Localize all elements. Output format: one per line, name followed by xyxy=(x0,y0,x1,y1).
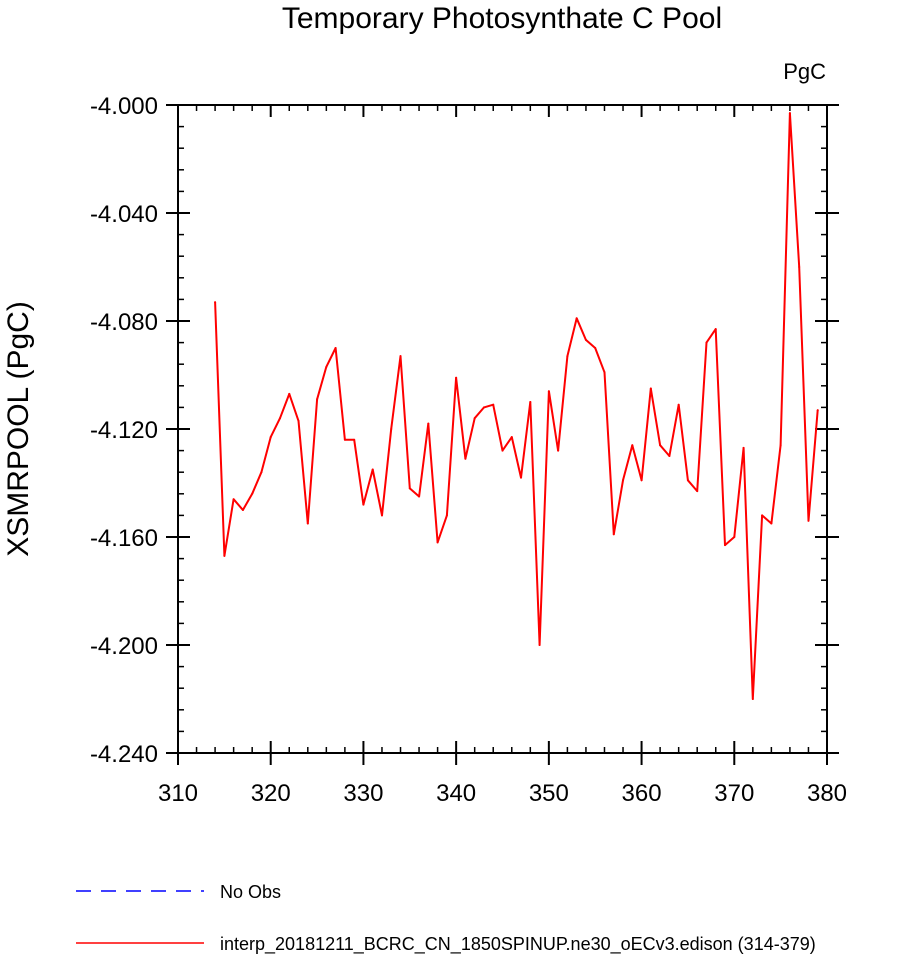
data-point xyxy=(686,479,689,482)
data-point xyxy=(260,471,263,474)
data-point xyxy=(232,498,235,501)
units-label: PgC xyxy=(783,59,826,84)
data-point xyxy=(445,514,448,517)
y-tick-label: -4.120 xyxy=(90,417,158,444)
data-point xyxy=(816,409,819,412)
chart-title: Temporary Photosynthate C Pool xyxy=(282,2,722,35)
data-point xyxy=(668,455,671,457)
data-point xyxy=(696,490,699,493)
legend: No Obs interp_20181211_BCRC_CN_1850SPINU… xyxy=(76,882,816,955)
series-layer xyxy=(214,112,819,700)
data-point xyxy=(464,457,467,460)
x-tick-label: 310 xyxy=(158,780,198,807)
data-point xyxy=(640,479,643,482)
data-point xyxy=(761,514,764,517)
y-tick-label: -4.080 xyxy=(90,309,158,336)
series-line-0 xyxy=(214,112,819,700)
data-point xyxy=(390,428,393,430)
data-point xyxy=(288,392,291,395)
data-point xyxy=(473,417,476,420)
data-point xyxy=(649,387,652,390)
data-point xyxy=(659,444,662,447)
data-point xyxy=(427,422,430,425)
data-point xyxy=(306,522,309,525)
data-point xyxy=(622,479,625,482)
data-point xyxy=(380,514,383,517)
x-tick-label: 370 xyxy=(714,780,754,807)
data-point xyxy=(520,476,523,479)
y-tick-label: -4.200 xyxy=(90,633,158,660)
y-tick-label: -4.040 xyxy=(90,201,158,228)
data-point xyxy=(584,338,587,341)
data-point xyxy=(334,347,337,349)
data-point xyxy=(418,495,421,498)
data-point xyxy=(251,492,254,495)
data-point xyxy=(807,519,810,522)
data-point xyxy=(724,544,727,547)
axis-ticks xyxy=(166,104,839,765)
data-point xyxy=(482,406,485,409)
plot-frame xyxy=(177,104,828,754)
data-point xyxy=(575,317,578,320)
data-point xyxy=(269,436,272,439)
data-point xyxy=(408,487,411,490)
data-point xyxy=(547,390,550,393)
data-point xyxy=(362,503,365,506)
legend-label-model: interp_20181211_BCRC_CN_1850SPINUP.ne30_… xyxy=(220,934,816,955)
data-point xyxy=(278,417,281,420)
data-point xyxy=(529,401,532,403)
data-point xyxy=(788,112,791,115)
data-point xyxy=(214,301,217,304)
x-tick-label: 380 xyxy=(807,780,847,807)
x-tick-label: 350 xyxy=(529,780,569,807)
data-point xyxy=(371,468,374,471)
data-point xyxy=(594,347,597,349)
data-point xyxy=(770,522,773,525)
data-point xyxy=(798,266,801,268)
y-tick-label: -4.240 xyxy=(90,741,158,768)
data-point xyxy=(510,436,513,439)
data-point xyxy=(603,371,606,374)
data-point xyxy=(714,328,717,331)
data-point xyxy=(399,355,402,358)
x-tick-label: 330 xyxy=(343,780,383,807)
data-point xyxy=(538,644,541,646)
data-point xyxy=(455,376,458,379)
y-axis-label: XSMRPOOL (PgC) xyxy=(2,301,35,557)
x-tick-label: 320 xyxy=(251,780,291,807)
data-point xyxy=(436,541,439,544)
data-point xyxy=(612,533,615,536)
data-point xyxy=(343,438,346,441)
data-point xyxy=(316,398,319,401)
data-point xyxy=(353,438,356,441)
data-point xyxy=(631,444,634,447)
y-tick-label: -4.160 xyxy=(90,525,158,552)
data-point xyxy=(223,554,226,557)
data-point xyxy=(241,509,244,511)
data-point xyxy=(779,444,782,447)
x-tick-label: 340 xyxy=(436,780,476,807)
data-point xyxy=(742,446,745,449)
data-point xyxy=(751,698,754,700)
y-tick-label: -4.000 xyxy=(90,93,158,120)
data-point xyxy=(492,403,495,406)
data-point xyxy=(566,355,569,358)
x-tick-label: 360 xyxy=(622,780,662,807)
data-point xyxy=(705,341,708,344)
tick-labels: 310 320 330 340 350 360 370 380 -4.000 -4.040 -4.0… xyxy=(90,93,847,807)
data-point xyxy=(733,536,736,538)
legend-label-no-obs: No Obs xyxy=(220,882,281,902)
data-point xyxy=(677,403,680,406)
data-point xyxy=(557,449,560,452)
data-point xyxy=(325,365,328,368)
data-point xyxy=(501,449,504,452)
data-point xyxy=(297,419,300,422)
